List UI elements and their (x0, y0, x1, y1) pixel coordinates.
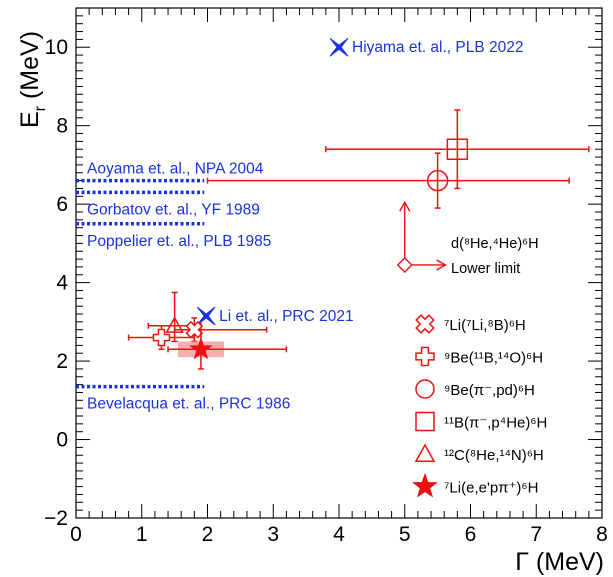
marker-square-open (415, 411, 435, 432)
x-tick-label: 4 (333, 523, 345, 546)
lower-limit-arrowhead-right (436, 259, 447, 271)
data-point (206, 152, 570, 209)
theory-line-label: Aoyama et. al., NPA 2004 (87, 161, 264, 178)
marker-square-open (446, 138, 469, 160)
legend-label: ⁹Be(¹¹B,¹⁴O)⁶H (444, 350, 543, 367)
marker-plus-open (415, 346, 435, 367)
y-tick-labels: −2 0 2 4 6 8 10 (44, 36, 68, 530)
y-tick-label: 0 (56, 429, 68, 452)
y-tick-label: 4 (56, 272, 68, 295)
y-tick-label: 8 (56, 115, 68, 138)
x-tick-label: 2 (202, 523, 214, 546)
legend-label: ⁷Li(⁷Li,⁸B)⁶H (444, 317, 526, 334)
lower-limit-marker (396, 256, 413, 273)
y-axis-label-main: E (16, 111, 44, 128)
marker-star-filled (412, 472, 438, 498)
theory-lines: Aoyama et. al., NPA 2004 Gorbatov et. al.… (76, 161, 290, 413)
theory-point (329, 37, 349, 57)
marker-square (415, 411, 435, 432)
theory-point-label: Li et. al., PRC 2021 (219, 308, 353, 325)
x-tick-label: 7 (530, 523, 542, 546)
y-tick-label: 6 (56, 193, 68, 216)
theory-point-label: Hiyama et. al., PLB 2022 (352, 39, 523, 56)
x-axis-label: Γ (MeV) (515, 548, 604, 576)
y-tick-label: −2 (44, 507, 68, 530)
data-point (325, 109, 590, 190)
theory-point-marker (196, 306, 216, 326)
marker-circle (426, 169, 449, 192)
y-axis-label-unit: (MeV) (16, 31, 44, 106)
y-axis-label-sub: r (32, 105, 49, 111)
y-tick-label: 10 (45, 36, 68, 59)
marker-plus (415, 346, 435, 367)
x-tick-label: 1 (136, 523, 148, 546)
legend-entry: ¹²C(⁸He,¹⁴N)⁶H (414, 443, 544, 464)
marker-star (189, 337, 213, 360)
axis-ticks (75, 7, 603, 519)
legend: ⁷Li(⁷Li,⁸B)⁶H ⁹Be(¹¹B,¹⁴O)⁶H ⁹Be(π⁻,pd)⁶H ¹… (412, 314, 547, 498)
theory-line-label: Bevelacqua et. al., PRC 1986 (87, 396, 290, 413)
legend-label: ¹¹B(π⁻,p⁴He)⁶H (444, 415, 547, 432)
x-tick-label: 0 (70, 523, 82, 546)
theory-line-label: Poppelier et. al., PLB 1985 (87, 233, 271, 250)
theory-points: Hiyama et. al., PLB 2022 Li et. al., PRC … (196, 37, 523, 326)
marker-cross-open (415, 314, 435, 334)
x-tick-label: 8 (596, 523, 608, 546)
marker-square (446, 138, 469, 160)
legend-entry: ⁷Li(e,e'pπ⁺)⁶H (412, 472, 538, 498)
x-tick-label: 5 (399, 523, 411, 546)
plot-frame (75, 7, 603, 519)
marker-plus (152, 328, 171, 347)
marker-star-filled (189, 337, 213, 360)
data-points (127, 109, 590, 370)
theory-line-label: Gorbatov et. al., YF 1989 (87, 201, 260, 218)
marker-cross (415, 314, 435, 334)
y-tick-label: 2 (56, 350, 68, 373)
marker-star (412, 472, 438, 498)
theory-point-marker (329, 37, 349, 57)
legend-entry: ⁹Be(π⁻,pd)⁶H (415, 379, 535, 399)
legend-entry: ¹¹B(π⁻,p⁴He)⁶H (415, 411, 547, 432)
data-point (167, 328, 288, 370)
marker-circle-open (426, 169, 449, 192)
lower-limit-annotation: d(⁸He,⁴He)⁶H Lower limit (396, 200, 539, 277)
legend-entry: ⁷Li(⁷Li,⁸B)⁶H (415, 314, 526, 334)
legend-label: ¹²C(⁸He,¹⁴N)⁶H (444, 447, 544, 464)
lower-limit-arrowhead-up (399, 200, 411, 212)
x-tick-labels: 0 1 2 3 4 5 6 7 8 (70, 523, 608, 546)
marker-circle (415, 379, 435, 399)
marker-triangle-open (414, 443, 436, 462)
marker-circle-open (415, 379, 435, 399)
lower-limit-label-reaction: d(⁸He,⁴He)⁶H (451, 236, 539, 252)
y-axis-label: Er (MeV) (16, 31, 49, 128)
theory-point (196, 306, 216, 326)
marker-triangle (414, 443, 436, 462)
x-tick-label: 6 (465, 523, 477, 546)
x-tick-label: 3 (267, 523, 279, 546)
legend-label: ⁷Li(e,e'pπ⁺)⁶H (444, 480, 538, 497)
marker-plus-open (152, 328, 171, 347)
legend-entry: ⁹Be(¹¹B,¹⁴O)⁶H (415, 346, 543, 367)
legend-label: ⁹Be(π⁻,pd)⁶H (444, 382, 535, 399)
lower-limit-label-text: Lower limit (451, 261, 520, 277)
